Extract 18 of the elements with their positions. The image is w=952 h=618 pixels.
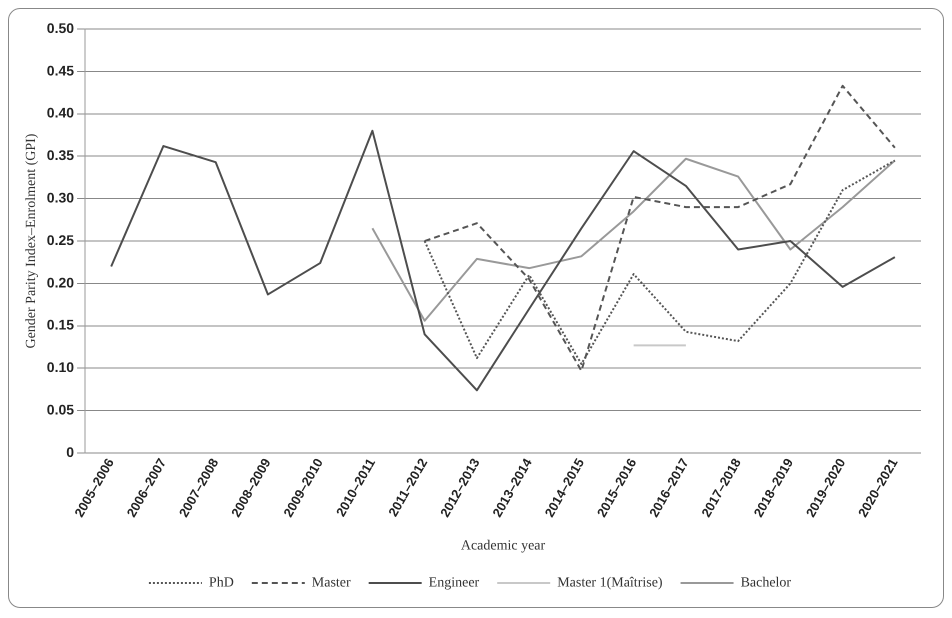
y-tick-label: 0 — [66, 444, 74, 460]
y-tick-label: 0.35 — [46, 147, 74, 164]
y-tick-label: 0.25 — [46, 232, 74, 248]
y-tick-label: 0.10 — [46, 359, 74, 376]
y-tick-label: 0.05 — [46, 402, 74, 418]
y-tick-label: 0.15 — [46, 316, 74, 333]
y-tick-label: 0.40 — [46, 104, 74, 121]
legend-label: Engineer — [428, 576, 480, 591]
legend-label: Master — [312, 576, 352, 591]
y-tick-label: 0.50 — [46, 20, 74, 36]
legend-label: PhD — [208, 576, 234, 591]
legend-label: Bachelor — [740, 576, 792, 591]
x-axis-title: Academic year — [460, 538, 546, 554]
y-tick-label: 0.20 — [46, 274, 74, 290]
y-tick-label: 0.45 — [46, 62, 74, 78]
y-tick-label: 0.30 — [46, 189, 74, 206]
legend-label: Master 1(Maîtrise) — [557, 576, 663, 591]
y-axis-title: Gender Parity Index–Enrolment (GPI) — [24, 133, 40, 349]
